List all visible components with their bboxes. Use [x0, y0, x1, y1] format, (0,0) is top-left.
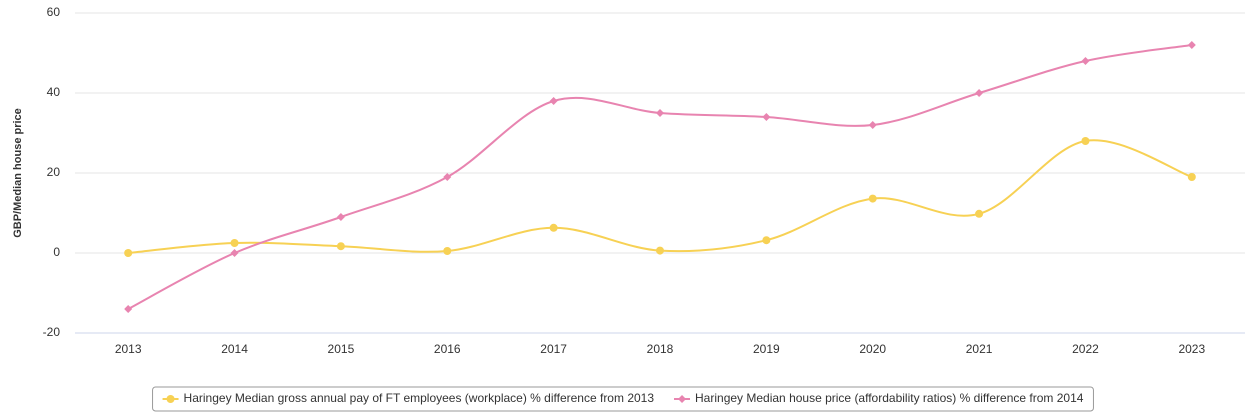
- point: [443, 173, 452, 181]
- point: [336, 213, 345, 221]
- point: [1081, 57, 1090, 65]
- legend-label: Haringey Median gross annual pay of FT e…: [184, 391, 655, 405]
- x-tick-label: 2014: [221, 342, 248, 356]
- x-tick-label: 2015: [328, 342, 355, 356]
- point: [656, 246, 664, 255]
- point: [762, 113, 771, 121]
- point: [549, 97, 558, 105]
- point: [124, 305, 133, 313]
- y-tick-label: 40: [47, 85, 61, 99]
- legend-box: [152, 386, 1094, 412]
- x-tick-label: 2013: [115, 342, 142, 356]
- x-tick-label: 2019: [753, 342, 780, 356]
- point: [230, 249, 239, 257]
- y-tick-label: 20: [47, 165, 61, 179]
- y-tick-label: 0: [53, 245, 60, 259]
- point: [975, 209, 984, 218]
- x-tick-label: 2016: [434, 342, 461, 356]
- point: [975, 89, 984, 97]
- x-tick-label: 2021: [966, 342, 993, 356]
- legend-label: Haringey Median house price (affordabili…: [695, 391, 1084, 405]
- legend: Haringey Median gross annual pay of FT e…: [152, 386, 1094, 412]
- point: [230, 239, 239, 247]
- point: [549, 223, 558, 232]
- x-tick-label: 2020: [859, 342, 886, 356]
- point: [868, 194, 877, 203]
- point: [336, 242, 345, 251]
- y-tick-label: -20: [43, 325, 61, 339]
- x-tick-label: 2023: [1178, 342, 1205, 356]
- legend-marker: [678, 395, 687, 403]
- point: [1187, 173, 1196, 181]
- y-axis-title: GBP/Median house price: [12, 108, 24, 238]
- point: [656, 109, 664, 117]
- point: [1187, 41, 1196, 49]
- x-tick-label: 2022: [1072, 342, 1099, 356]
- point: [443, 247, 452, 255]
- y-tick-label: 60: [47, 5, 61, 19]
- legend-marker: [166, 395, 175, 403]
- point: [762, 236, 771, 245]
- point: [1081, 137, 1090, 145]
- point: [868, 121, 877, 129]
- x-tick-label: 2017: [540, 342, 567, 356]
- point: [124, 249, 133, 257]
- x-tick-label: 2018: [647, 342, 674, 356]
- series-line: [128, 139, 1193, 254]
